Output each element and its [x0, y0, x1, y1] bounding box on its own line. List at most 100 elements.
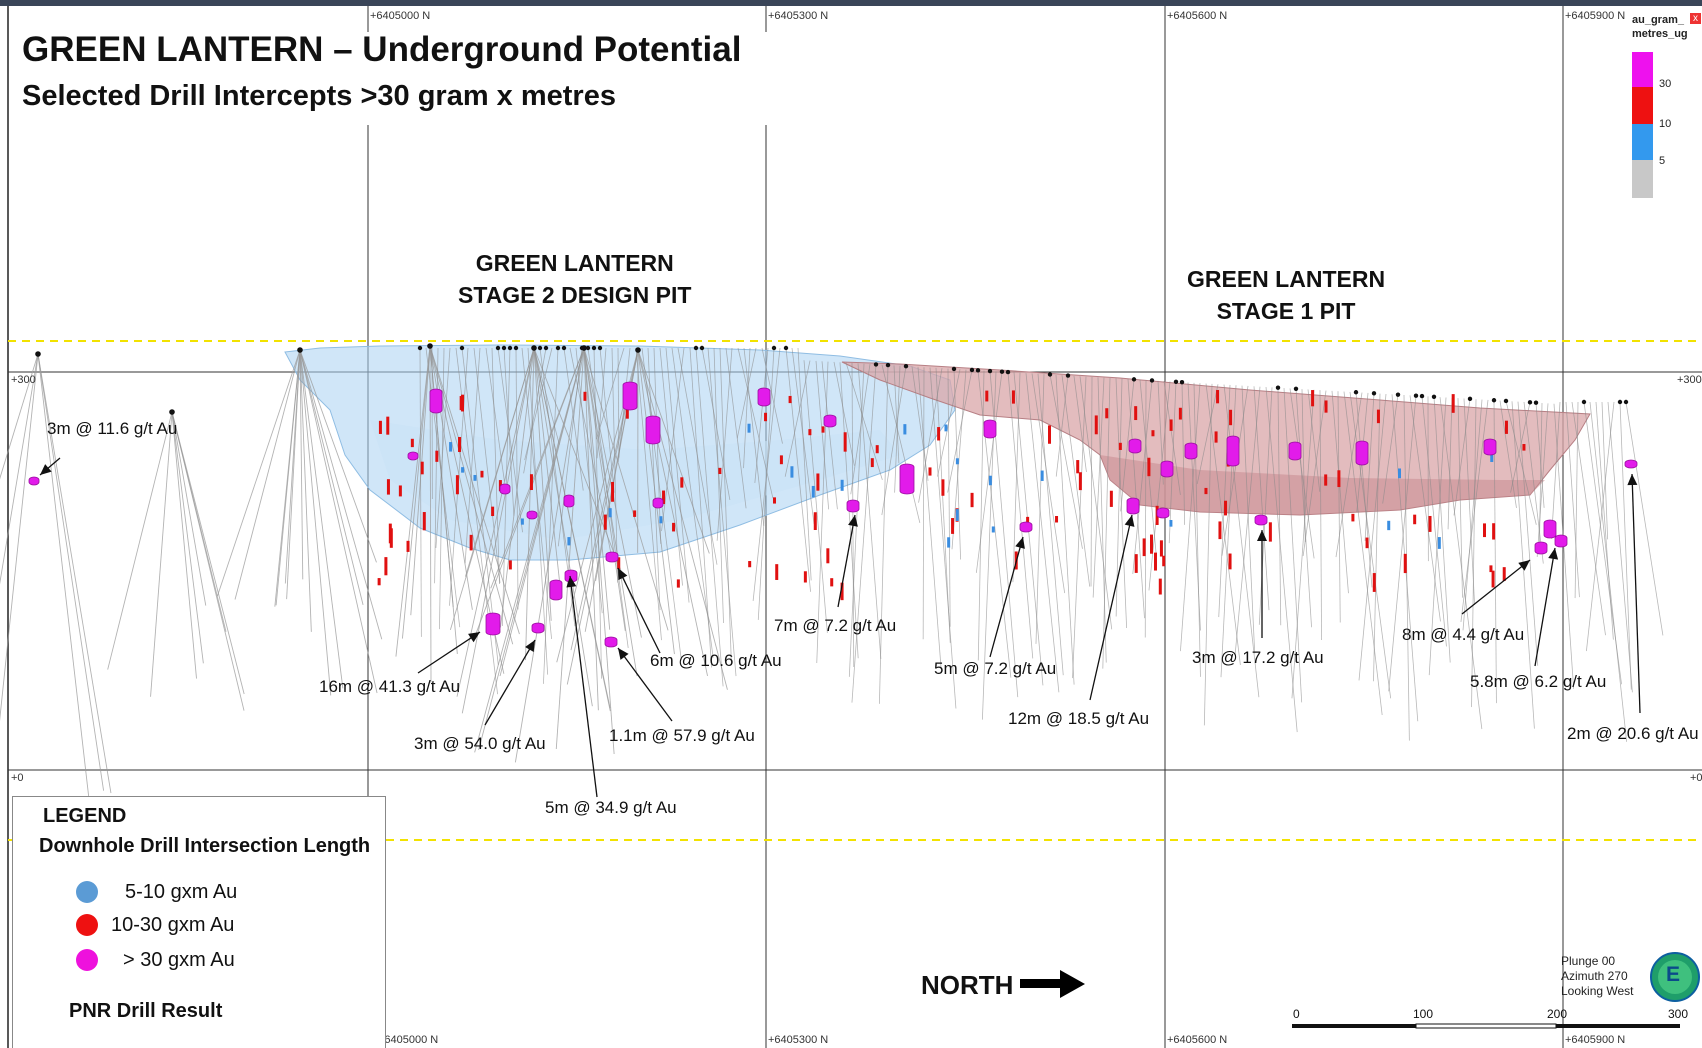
- intercept-label: 1.1m @ 57.9 g/t Au: [609, 726, 755, 745]
- intercept-marker: [1226, 435, 1240, 467]
- drillhole-trace: [695, 347, 724, 687]
- mineral-segment-blue: [903, 424, 907, 435]
- mineral-segment: [1214, 431, 1218, 443]
- drillhole-collar: [1431, 394, 1437, 399]
- drillhole-trace: [1302, 390, 1327, 556]
- stage-2-pit-label-line1: GREEN LANTERN: [475, 250, 674, 276]
- drillhole-trace: [1625, 401, 1664, 636]
- mineral-segment-blue: [955, 509, 959, 521]
- drillhole-collar: [561, 345, 567, 351]
- color-scale-red: [1632, 87, 1653, 124]
- drillhole-trace: [647, 347, 661, 611]
- drillhole-trace: [977, 370, 1012, 678]
- mineral-segment: [1522, 444, 1526, 451]
- mineral-segment: [458, 436, 462, 452]
- drillhole-trace: [37, 353, 105, 791]
- annotation-arrow: [1461, 559, 1531, 615]
- mineral-segment: [840, 582, 844, 601]
- drillhole-trace: [555, 347, 585, 750]
- drillhole-trace: [785, 347, 811, 592]
- close-colorbar-button[interactable]: x: [1690, 13, 1701, 24]
- colorbar-title: au_gram_ metres_ug: [1632, 13, 1688, 41]
- drillhole-trace: [659, 347, 683, 586]
- mineral-segment: [1154, 552, 1158, 571]
- drillhole-collar: [1065, 373, 1071, 378]
- mineral-segment: [386, 479, 390, 495]
- drillhole-trace: [107, 411, 173, 670]
- drillhole-collar: [495, 345, 501, 351]
- intercept-label: 3m @ 11.6 g/t Au: [47, 419, 178, 438]
- scale-tick-100: 100: [1413, 1007, 1434, 1021]
- drillhole-trace: [514, 347, 585, 763]
- drillhole-trace: [533, 347, 593, 707]
- drillhole-trace: [757, 347, 775, 620]
- intercept-marker: [1355, 440, 1369, 466]
- intercept-label: 8m @ 4.4 g/t Au: [1402, 625, 1525, 644]
- intercept-marker: [549, 579, 563, 601]
- drillhole-trace: [1092, 377, 1105, 598]
- drillhole-collar: [1371, 391, 1377, 396]
- drillhole-trace: [1295, 388, 1312, 628]
- mineral-segment: [928, 467, 932, 476]
- drillhole-trace: [575, 347, 603, 614]
- mineral-segment: [1492, 523, 1496, 540]
- drillhole-trace: [1132, 380, 1153, 574]
- mineral-segment: [748, 561, 752, 568]
- drillhole-trace: [1148, 381, 1171, 591]
- drillhole-trace: [761, 347, 783, 444]
- drillhole-trace: [599, 347, 615, 493]
- annotation-arrowhead: [1257, 530, 1267, 541]
- drillhole-trace: [0, 353, 39, 480]
- drillhole-trace: [587, 347, 629, 649]
- drillhole-trace: [1471, 399, 1477, 708]
- annotation-arrowhead: [1015, 537, 1025, 549]
- drillhole-trace: [1428, 397, 1447, 676]
- intercept-marker: [1156, 507, 1170, 519]
- annotation-arrow: [989, 536, 1024, 658]
- mineral-segment: [1134, 554, 1138, 573]
- drillhole-collar: [635, 347, 641, 353]
- drillhole-trace: [1517, 401, 1539, 666]
- drillhole-trace: [1012, 372, 1021, 583]
- drillhole-collar: [513, 345, 519, 351]
- mineral-segment: [1228, 553, 1232, 570]
- drillhole-trace: [1061, 375, 1091, 587]
- mineral-segment: [1268, 522, 1272, 542]
- plunge-text: Plunge 00: [1561, 954, 1616, 968]
- drillhole-trace: [171, 411, 207, 606]
- drillhole-trace: [497, 347, 523, 533]
- mineral-segment: [1229, 409, 1233, 426]
- mineral-segment-blue: [449, 442, 453, 452]
- drillhole-trace: [1619, 401, 1632, 690]
- mineral-segment: [1011, 390, 1015, 404]
- intercept-marker: [757, 387, 771, 407]
- mineral-segment: [808, 429, 812, 436]
- intercept-marker: [526, 510, 538, 520]
- mineral-segment: [480, 470, 484, 478]
- drillhole-trace: [743, 347, 751, 469]
- drillhole-trace: [1460, 399, 1489, 623]
- drillhole-trace: [1586, 401, 1615, 652]
- drillhole-trace: [665, 347, 690, 603]
- drillhole-trace: [637, 349, 708, 677]
- drillhole-collar: [699, 345, 705, 351]
- mineral-segment: [1311, 390, 1315, 407]
- drillhole-trace: [473, 347, 501, 583]
- drillhole-collar: [1005, 369, 1011, 375]
- colorbar-title-line1: au_gram_: [1632, 14, 1684, 26]
- annotation-arrowhead: [618, 648, 629, 660]
- drillhole-trace: [1079, 376, 1113, 630]
- drillhole-trace: [1331, 390, 1349, 594]
- drillhole-collar: [975, 368, 981, 373]
- intercept-marker: [1184, 442, 1198, 460]
- drillhole-collar: [531, 345, 537, 351]
- legend-label-red: 10-30 gxm Au: [111, 914, 235, 936]
- drillhole-trace: [1574, 401, 1579, 599]
- intercept-marker: [604, 636, 618, 648]
- mineral-segment: [821, 426, 825, 433]
- mineral-segment: [1142, 538, 1146, 557]
- color-scale-blue: [1632, 124, 1653, 160]
- intercept-marker: [1554, 534, 1568, 548]
- drillhole-collar: [1293, 386, 1299, 391]
- drillhole-trace: [947, 369, 973, 493]
